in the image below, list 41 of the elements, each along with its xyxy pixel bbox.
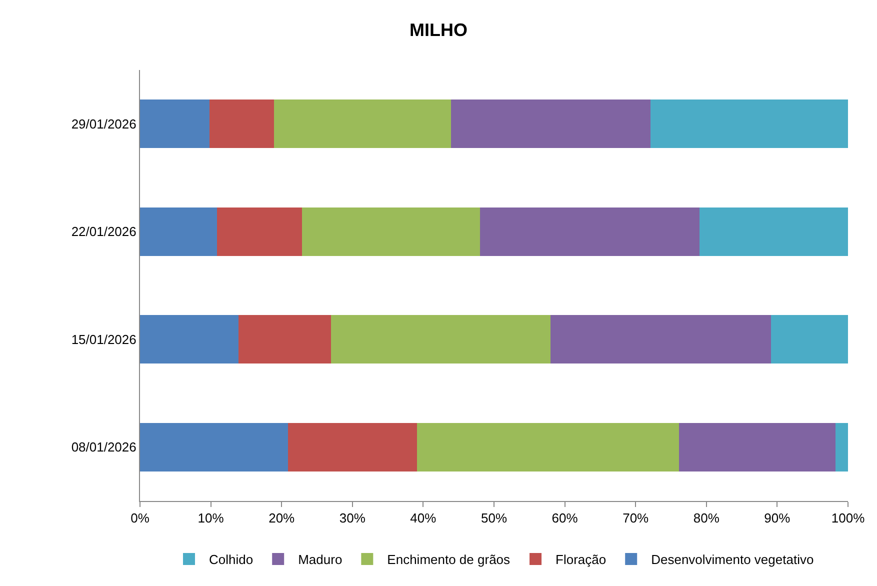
chart-title: MILHO	[410, 20, 468, 40]
y-tick-label: 08/01/2026	[71, 440, 136, 455]
bar	[140, 422, 288, 472]
bar	[288, 422, 417, 472]
legend-label: Desenvolvimento vegetativo	[651, 552, 814, 568]
x-tick-label: 40%	[410, 510, 437, 526]
bar	[217, 207, 302, 256]
bar	[140, 100, 210, 148]
bar	[770, 315, 848, 364]
legend-label: Enchimento de grãos	[387, 552, 511, 568]
bar	[302, 207, 480, 256]
bar	[331, 315, 551, 364]
bar	[274, 100, 451, 148]
y-tick-label: 29/01/2026	[71, 116, 136, 132]
bar	[140, 207, 218, 256]
x-tick-label: 100%	[831, 510, 866, 526]
x-tick-label: 0%	[130, 510, 150, 526]
bar	[650, 100, 848, 148]
bar	[835, 422, 848, 472]
bar	[209, 100, 274, 148]
bar	[550, 315, 771, 364]
x-tick-label: 10%	[198, 510, 224, 526]
y-tick-label: 15/01/2026	[71, 332, 136, 347]
bar	[699, 207, 848, 256]
y-tick-label: 22/01/2026	[71, 224, 136, 240]
bar	[678, 422, 836, 472]
bar	[140, 315, 238, 364]
bar	[238, 315, 332, 364]
x-tick-label: 70%	[622, 510, 650, 526]
bar	[416, 422, 679, 472]
legend-label: Colhido	[209, 552, 254, 568]
x-tick-label: 80%	[693, 510, 720, 526]
legend-label: Maduro	[298, 552, 342, 568]
legend-label: Floração	[556, 552, 606, 568]
x-tick-label: 50%	[480, 510, 508, 526]
x-tick-label: 30%	[339, 510, 366, 526]
bar	[480, 207, 700, 256]
bar	[450, 100, 650, 148]
x-tick-label: 90%	[764, 510, 791, 526]
x-tick-label: 60%	[552, 510, 578, 526]
x-tick-label: 20%	[268, 510, 296, 526]
